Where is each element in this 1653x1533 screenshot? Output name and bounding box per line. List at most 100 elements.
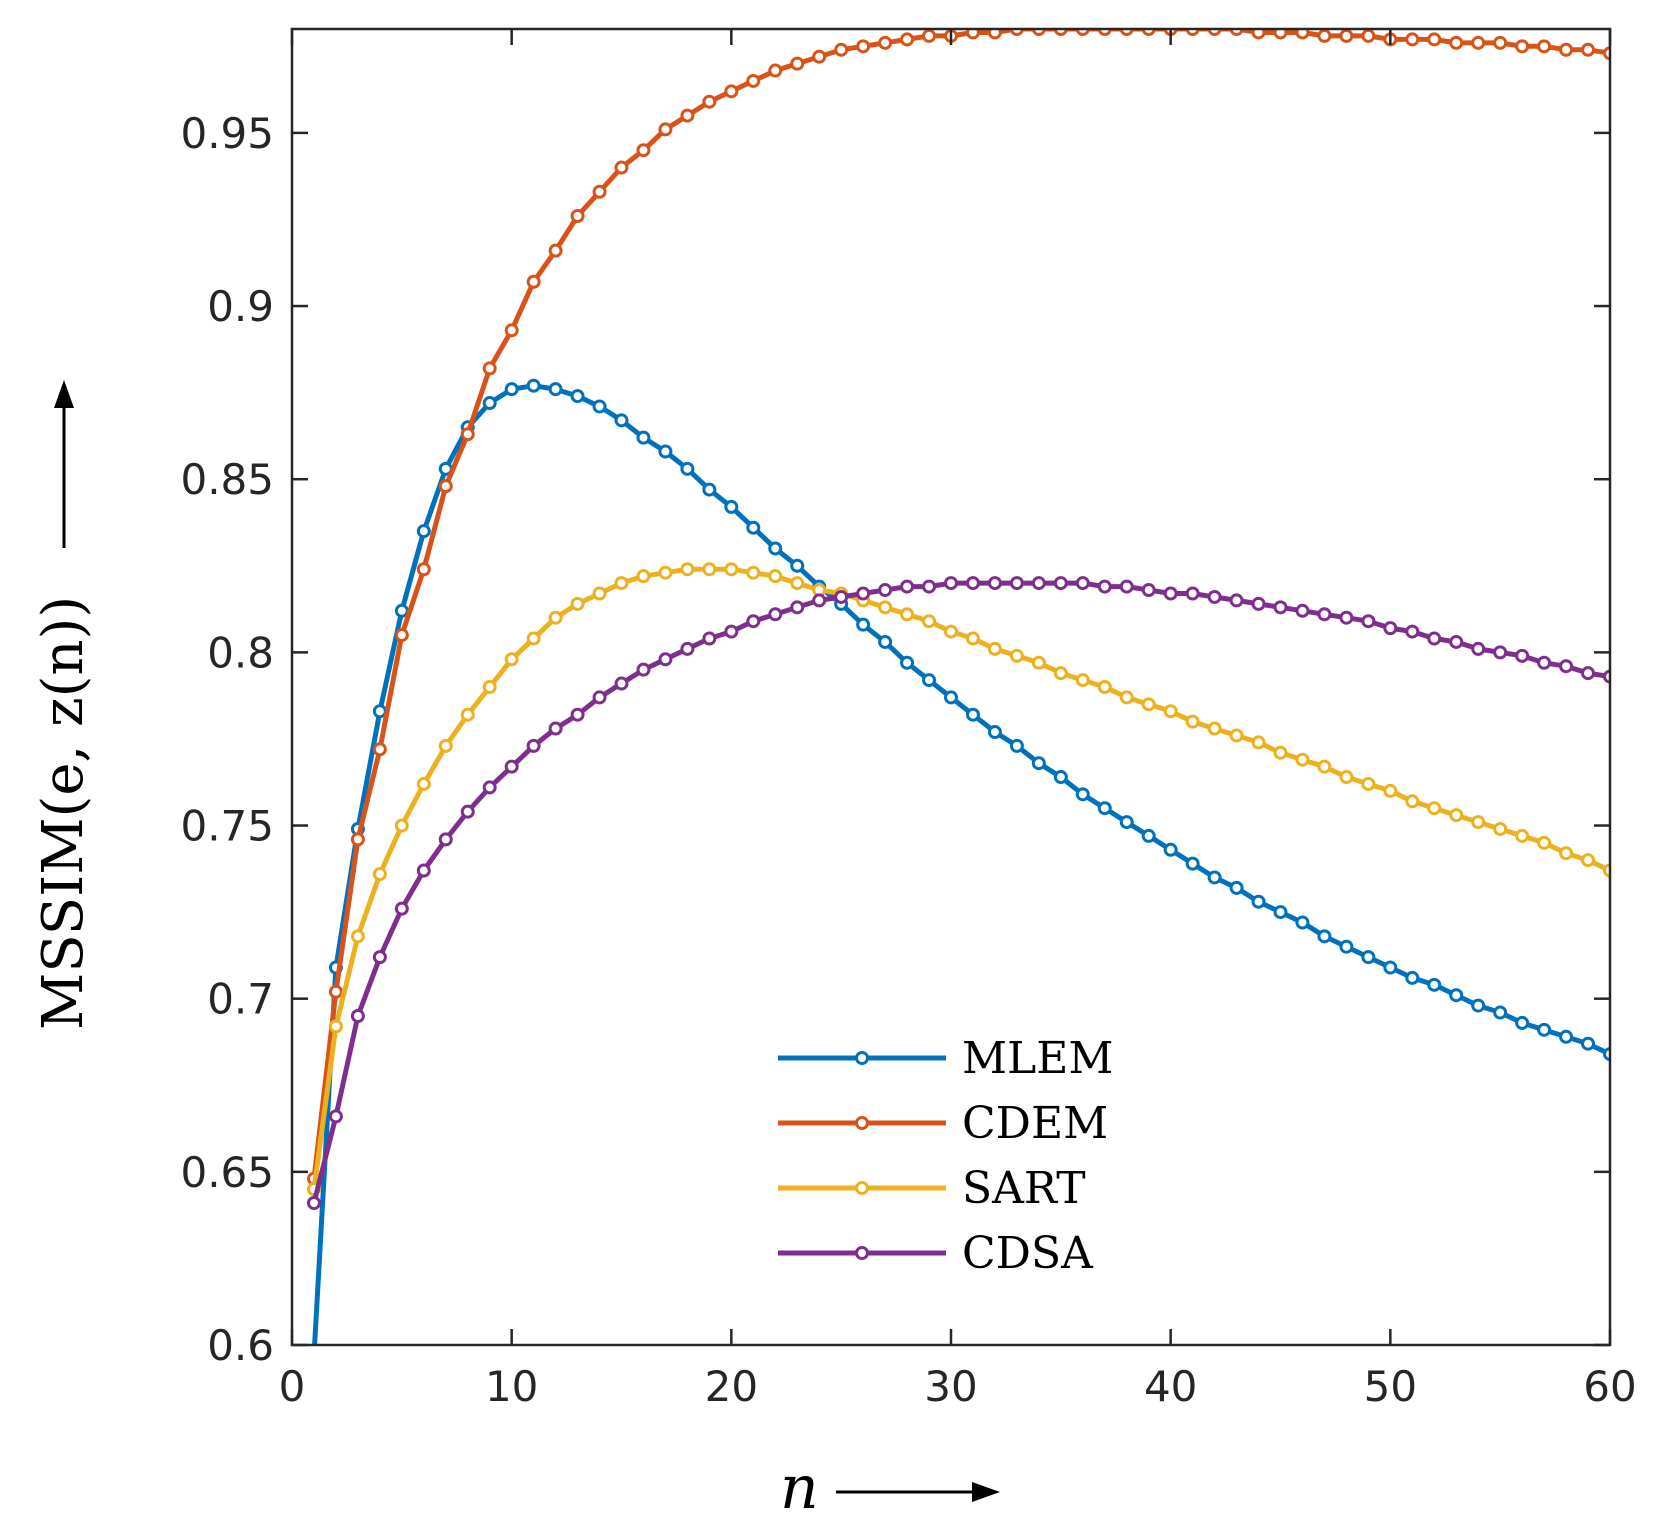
data-point-cdsa [350, 1009, 365, 1023]
data-point-mlem [724, 499, 739, 514]
data-point-cdsa [636, 662, 651, 677]
data-point-sart [1405, 794, 1420, 809]
data-point-cdsa [702, 631, 717, 646]
data-point-sart [1031, 655, 1046, 670]
data-point-sart [702, 562, 717, 577]
data-point-sart [1603, 863, 1610, 878]
y-tick-label: 0.8 [207, 628, 274, 677]
data-point-cdem [1229, 29, 1244, 36]
data-point-cdsa [438, 832, 453, 847]
data-point-cdsa [460, 804, 475, 819]
data-point-sart [878, 600, 893, 615]
data-point-mlem [1031, 756, 1046, 771]
data-point-cdsa [812, 593, 827, 608]
data-point-cdsa [900, 579, 915, 594]
data-point-cdsa [416, 863, 431, 878]
data-point-cdsa [526, 738, 541, 753]
data-point-mlem [1273, 905, 1288, 920]
data-point-mlem [548, 382, 563, 397]
x-tick-label: 20 [705, 1362, 758, 1411]
data-point-mlem [1251, 894, 1266, 909]
x-axis-arrowhead-icon [972, 1482, 1000, 1502]
x-tick-label: 10 [485, 1362, 538, 1411]
data-point-sart [1163, 704, 1178, 719]
data-point-cdsa [1449, 634, 1464, 649]
data-point-cdem [1009, 29, 1024, 36]
data-point-cdem [1251, 29, 1266, 40]
data-point-cdem [350, 832, 365, 847]
data-point-cdsa [746, 614, 761, 629]
data-point-cdem [1603, 46, 1610, 61]
data-point-cdsa [614, 676, 629, 691]
data-point-cdsa [1031, 576, 1046, 591]
data-point-sart [614, 576, 629, 591]
data-point-mlem [1009, 738, 1024, 753]
data-point-mlem [570, 389, 585, 404]
data-point-cdem [900, 32, 915, 47]
data-point-sart [592, 586, 607, 601]
data-point-cdem [987, 29, 1002, 40]
data-point-cdem [504, 323, 519, 338]
data-point-cdem [1031, 29, 1046, 36]
data-point-cdsa [372, 950, 387, 965]
data-point-sart [416, 776, 431, 791]
data-point-sart [746, 565, 761, 580]
data-point-mlem [965, 707, 980, 722]
data-point-mlem [1449, 988, 1464, 1003]
data-point-cdem [1097, 29, 1112, 36]
data-point-cdsa [394, 901, 409, 916]
data-point-mlem [1581, 1036, 1596, 1051]
data-point-cdem [460, 427, 475, 442]
data-point-cdem [1273, 29, 1288, 40]
data-point-mlem [1163, 842, 1178, 857]
data-point-cdsa [1361, 614, 1376, 629]
data-point-mlem [746, 520, 761, 535]
data-point-mlem [1185, 856, 1200, 871]
data-point-sart [504, 652, 519, 667]
data-point-mlem [1097, 801, 1112, 816]
y-axis-title-group: MSSIM(e, z(n)) [31, 596, 96, 1030]
data-point-sart [1559, 846, 1574, 861]
data-point-mlem [1603, 1047, 1610, 1062]
data-point-cdem [724, 84, 739, 99]
data-point-mlem [1141, 828, 1156, 843]
legend-label: CDEM [962, 1098, 1108, 1149]
data-point-mlem [416, 524, 431, 539]
data-point-cdem [328, 984, 343, 999]
data-point-sart [636, 569, 651, 584]
data-point-cdsa [1603, 669, 1610, 684]
data-point-cdem [1317, 29, 1332, 43]
data-point-cdem [746, 73, 761, 88]
legend-marker [855, 1116, 869, 1130]
data-point-cdsa [548, 721, 563, 736]
data-point-cdem [1471, 35, 1486, 50]
data-point-sart [1515, 828, 1530, 843]
data-point-cdem [878, 35, 893, 50]
legend-label: CDSA [962, 1228, 1094, 1279]
data-point-sart [1361, 776, 1376, 791]
data-point-sart [1383, 783, 1398, 798]
data-point-sart [1449, 808, 1464, 823]
data-point-mlem [922, 673, 937, 688]
data-point-sart [1009, 648, 1024, 663]
data-point-mlem [790, 558, 805, 573]
legend-marker [855, 1051, 869, 1065]
data-point-cdem [922, 29, 937, 43]
data-point-cdem [658, 122, 673, 137]
series-layer [306, 29, 1610, 1345]
data-point-cdsa [1383, 621, 1398, 636]
data-point-cdsa [1471, 641, 1486, 656]
data-point-cdsa [856, 586, 871, 601]
y-tick-label: 0.75 [180, 802, 274, 851]
data-point-cdsa [1339, 610, 1354, 625]
data-point-sart [482, 680, 497, 694]
data-point-mlem [1229, 880, 1244, 895]
data-point-cdsa [724, 624, 739, 639]
data-point-cdem [1537, 39, 1552, 54]
data-point-mlem [504, 382, 519, 397]
data-point-sart [790, 576, 805, 591]
data-point-cdsa [834, 589, 849, 604]
data-point-sart [1581, 853, 1596, 868]
data-point-mlem [614, 413, 629, 428]
data-point-cdsa [1119, 579, 1134, 594]
